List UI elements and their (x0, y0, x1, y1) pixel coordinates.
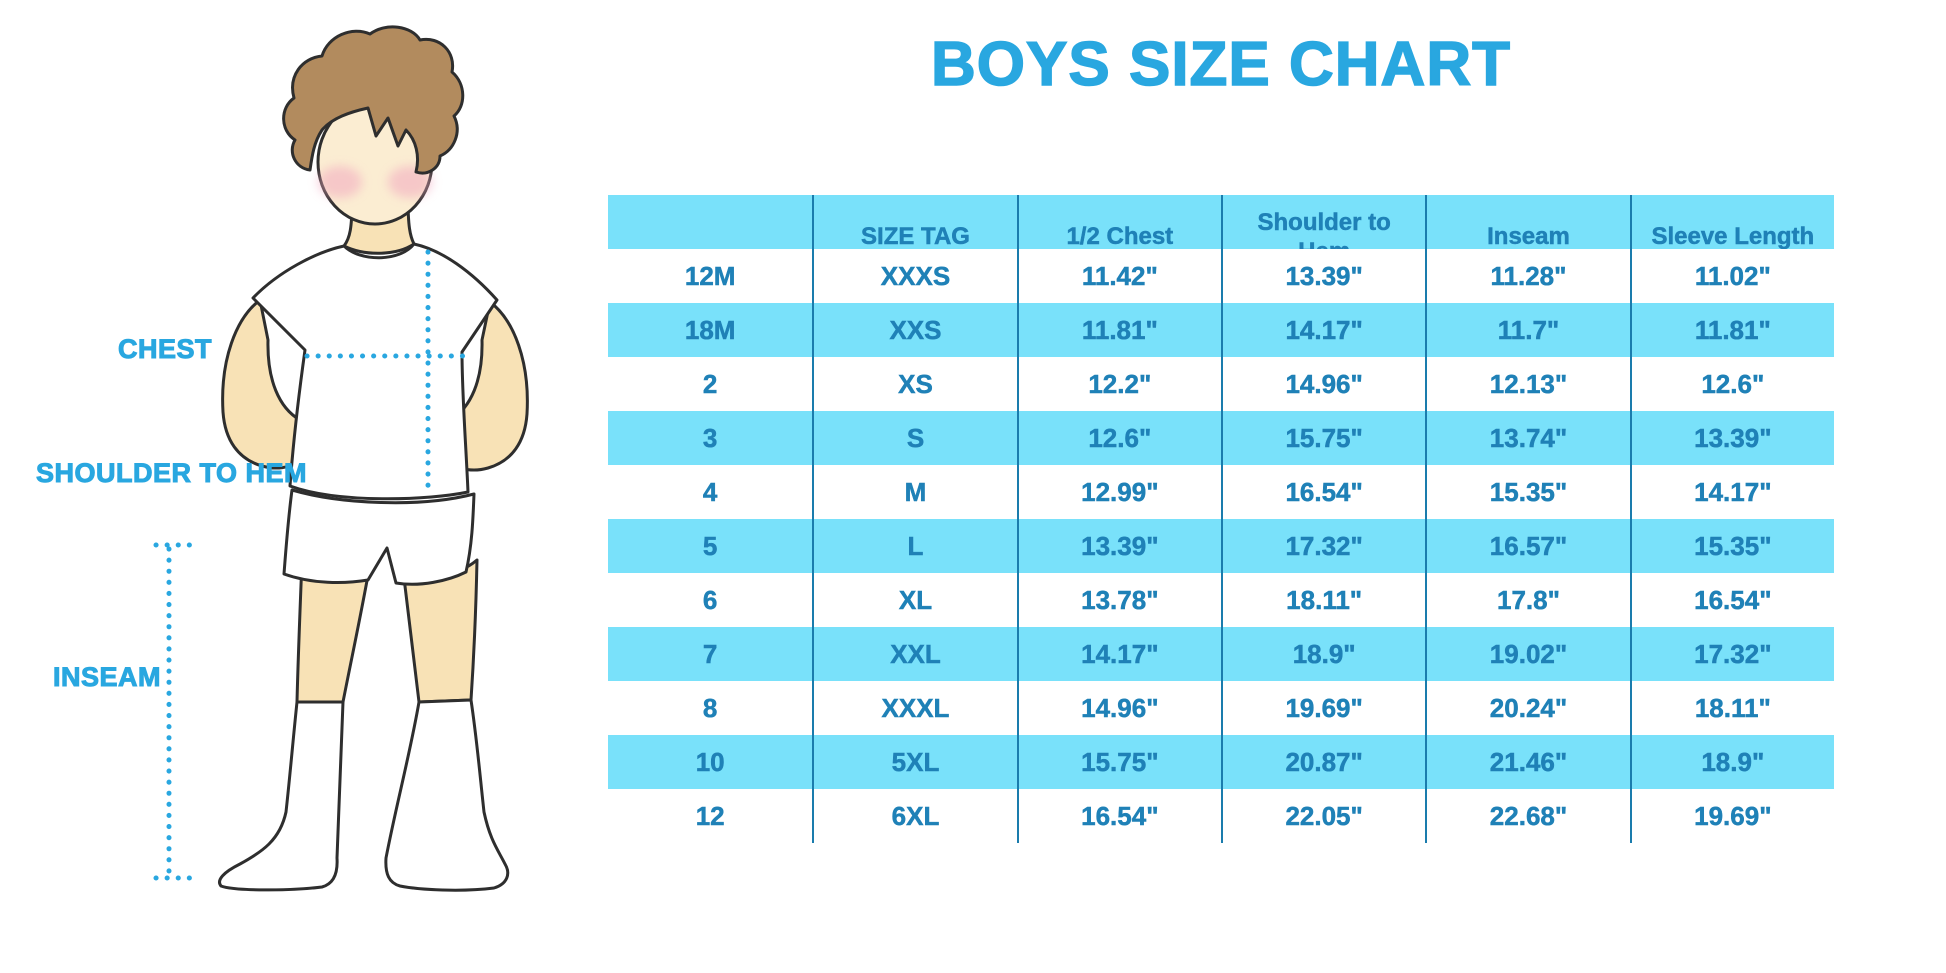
left-arm (221, 298, 302, 470)
table-cell: XL (812, 573, 1017, 627)
inseam-label: INSEAM (52, 662, 162, 693)
table-cell: 13.78" (1016, 573, 1221, 627)
chest-label: CHEST (117, 334, 213, 365)
right-sock (384, 698, 510, 892)
table-cell: 15.35" (1629, 519, 1834, 573)
size-cell: 3 (608, 411, 813, 465)
size-cell: 10 (608, 735, 813, 789)
table-cell: 12.6" (1629, 357, 1834, 411)
table-cell: 5XL (812, 735, 1017, 789)
size-cell: 5 (608, 519, 813, 573)
left-sock (218, 700, 345, 892)
table-cell: 13.74" (1425, 411, 1630, 465)
table-cell: 19.69" (1220, 681, 1426, 735)
table-cell: 17.32" (1629, 627, 1834, 681)
left-blush (318, 166, 362, 198)
right-arm (448, 300, 529, 472)
table-cell: 18.11" (1220, 573, 1426, 627)
shorts (282, 488, 476, 586)
table-cell: 11.02" (1629, 249, 1834, 303)
table-cell: 12.6" (1016, 411, 1221, 465)
table-cell: 16.54" (1629, 573, 1834, 627)
page-title: BOYS SIZE CHART (930, 30, 1511, 99)
table-cell: 16.54" (1016, 789, 1221, 843)
shoulder-to-hem-label: SHOULDER TO HEM (35, 458, 308, 489)
table-cell: 11.81" (1016, 303, 1221, 357)
table-cell: 22.68" (1425, 789, 1630, 843)
hair (282, 25, 465, 175)
table-cell: 15.75" (1016, 735, 1221, 789)
table-cell: 16.54" (1220, 465, 1426, 519)
table-cell: 11.28" (1425, 249, 1630, 303)
table-cell: 14.17" (1220, 303, 1426, 357)
size-cell: 12M (608, 249, 813, 303)
table-cell: XXL (812, 627, 1017, 681)
table-cell: 16.57" (1425, 519, 1630, 573)
table-cell: 6XL (812, 789, 1017, 843)
table-cell: 19.02" (1425, 627, 1630, 681)
table-cell: XXS (812, 303, 1017, 357)
boy-measurement-illustration (153, 25, 529, 892)
table-cell: 15.75" (1220, 411, 1426, 465)
table-cell: 22.05" (1220, 789, 1426, 843)
table-cell: 14.17" (1016, 627, 1221, 681)
table-cell: 12.2" (1016, 357, 1221, 411)
table-cell: 15.35" (1425, 465, 1630, 519)
table-cell: 21.46" (1425, 735, 1630, 789)
table-cell: 20.87" (1220, 735, 1426, 789)
table-cell: XS (812, 357, 1017, 411)
table-cell: L (812, 519, 1017, 573)
table-cell: XXXS (812, 249, 1017, 303)
size-cell: 6 (608, 573, 813, 627)
size-cell: 12 (608, 789, 813, 843)
table-cell: 20.24" (1425, 681, 1630, 735)
table-cell: 13.39" (1016, 519, 1221, 573)
table-cell: 14.96" (1220, 357, 1426, 411)
size-cell: 8 (608, 681, 813, 735)
table-cell: 18.9" (1629, 735, 1834, 789)
table-cell: 11.7" (1425, 303, 1630, 357)
table-cell: 11.81" (1629, 303, 1834, 357)
table-cell: 13.39" (1629, 411, 1834, 465)
table-cell: S (812, 411, 1017, 465)
size-cell: 18M (608, 303, 813, 357)
table-cell: 12.99" (1016, 465, 1221, 519)
size-cell: 7 (608, 627, 813, 681)
table-cell: XXXL (812, 681, 1017, 735)
tshirt (251, 242, 499, 501)
table-cell: 14.96" (1016, 681, 1221, 735)
table-cell: 14.17" (1629, 465, 1834, 519)
size-cell: 2 (608, 357, 813, 411)
table-cell: 12.13" (1425, 357, 1630, 411)
table-cell: 18.9" (1220, 627, 1426, 681)
table-cell: 18.11" (1629, 681, 1834, 735)
size-cell: 4 (608, 465, 813, 519)
table-cell: 17.32" (1220, 519, 1426, 573)
table-cell: 13.39" (1220, 249, 1426, 303)
table-cell: M (812, 465, 1017, 519)
table-cell: 17.8" (1425, 573, 1630, 627)
table-cell: 19.69" (1629, 789, 1834, 843)
table-cell: 11.42" (1016, 249, 1221, 303)
